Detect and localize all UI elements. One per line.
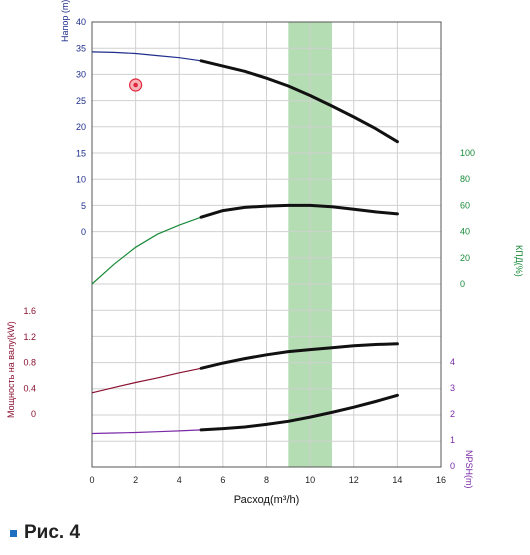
npsh-tick-label: 4	[450, 357, 455, 367]
x-tick-label: 8	[264, 475, 269, 485]
head-curve	[199, 59, 399, 144]
operating-point-marker-center	[133, 82, 138, 88]
head-tick-label: 10	[76, 175, 86, 185]
npsh-axis-title: NPSH(m)	[464, 450, 474, 489]
head-tick-label: 40	[76, 17, 86, 27]
power-tick-label: 1.2	[23, 332, 36, 342]
npsh-curve	[199, 393, 399, 432]
efficiency-tick-label: 80	[460, 174, 470, 184]
npsh-curve-low	[91, 429, 202, 435]
efficiency-curve-low	[91, 216, 202, 285]
efficiency-curve	[199, 203, 399, 219]
power-tick-label: 0.8	[23, 358, 36, 368]
power-axis-title: Мощность на валу(kW)	[6, 321, 16, 418]
efficiency-tick-label: 20	[460, 253, 470, 263]
efficiency-tick-label: 60	[460, 200, 470, 210]
head-axis-title: Напор (m)	[60, 0, 70, 42]
npsh-tick-label: 2	[450, 409, 455, 419]
efficiency-axis-title: КПД(%)	[514, 245, 524, 277]
head-tick-label: 25	[76, 96, 86, 106]
x-tick-label: 0	[89, 475, 94, 485]
x-tick-label: 4	[177, 475, 182, 485]
power-tick-label: 0.4	[23, 383, 36, 393]
x-tick-label: 16	[436, 475, 446, 485]
npsh-tick-label: 1	[450, 435, 455, 445]
figure-caption: Рис. 4	[10, 522, 80, 544]
power-curve-low	[91, 367, 202, 394]
head-curve-low	[91, 51, 202, 62]
plot-frame	[91, 21, 442, 468]
power-tick-label: 1.6	[23, 306, 36, 316]
efficiency-tick-label: 40	[460, 227, 470, 237]
x-tick-label: 6	[220, 475, 225, 485]
head-tick-label: 20	[76, 122, 86, 132]
caption-bullet	[10, 529, 17, 537]
head-tick-label: 5	[81, 201, 86, 211]
x-tick-label: 2	[133, 475, 138, 485]
efficiency-tick-label: 0	[460, 279, 465, 289]
efficiency-tick-label: 100	[460, 148, 475, 158]
head-tick-label: 30	[76, 70, 86, 80]
curves	[91, 51, 399, 435]
head-tick-label: 0	[81, 227, 86, 237]
head-tick-label: 35	[76, 43, 86, 53]
x-axis-label: Расход(m³/h)	[234, 494, 300, 506]
power-tick-label: 0	[31, 409, 36, 419]
head-tick-label: 15	[76, 148, 86, 158]
x-tick-label: 12	[349, 475, 359, 485]
x-tick-label: 14	[392, 475, 402, 485]
power-curve	[199, 342, 399, 370]
x-tick-label: 10	[305, 475, 315, 485]
npsh-tick-label: 0	[450, 461, 455, 471]
npsh-tick-label: 3	[450, 383, 455, 393]
caption-text: Рис. 4	[24, 522, 81, 543]
